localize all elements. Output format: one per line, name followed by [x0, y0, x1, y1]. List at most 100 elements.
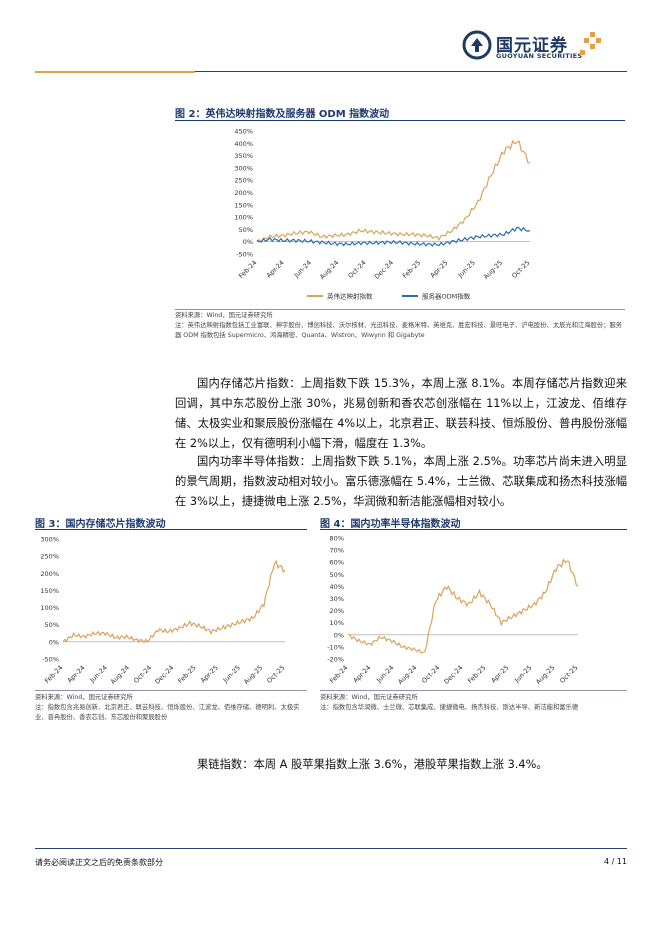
- x-tick-label: Oct-25: [265, 664, 286, 685]
- x-tick-label: Apr-24: [265, 259, 286, 280]
- y-tick-label: 60%: [330, 559, 344, 567]
- x-tick-label: Aug-25: [534, 664, 556, 686]
- y-tick-label: 80%: [330, 535, 344, 543]
- x-tick-label: Apr-25: [490, 664, 511, 685]
- x-tick-label: Oct-24: [132, 664, 153, 685]
- figure4-bottom-rule: [320, 690, 627, 691]
- x-tick-label: Dec-24: [442, 664, 464, 686]
- y-tick-label: 70%: [330, 547, 344, 555]
- y-tick-label: 0%: [243, 238, 253, 246]
- figure4-rule: [320, 529, 627, 530]
- x-tick-label: Dec-24: [373, 259, 395, 281]
- y-tick-label: 50%: [330, 571, 344, 579]
- footer-rule: [35, 848, 627, 849]
- x-tick-label: Jun-25: [456, 259, 477, 280]
- page-number: 4 / 11: [603, 857, 627, 866]
- x-tick-label: Apr-24: [66, 664, 87, 685]
- y-tick-label: 50%: [45, 621, 59, 629]
- x-tick-label: Oct-25: [558, 664, 579, 685]
- x-tick-label: Oct-24: [420, 664, 441, 685]
- y-tick-label: 300%: [40, 536, 59, 544]
- y-tick-label: 40%: [330, 583, 344, 591]
- figure3-rule: [35, 529, 307, 530]
- y-tick-label: 250%: [40, 553, 59, 561]
- y-tick-label: -10%: [327, 643, 344, 651]
- x-tick-label: Feb-25: [401, 259, 422, 280]
- series-line-1: [62, 559, 286, 644]
- figure4-note: 注：指数包含华润微、士兰微、芯联集成、捷捷微电、扬杰科技、斯达半导、新洁能和富乐…: [320, 704, 579, 711]
- y-tick-label: 100%: [40, 604, 59, 612]
- x-tick-label: Aug-24: [396, 664, 418, 686]
- x-tick-label: Feb-24: [328, 664, 349, 685]
- y-tick-label: 450%: [234, 128, 253, 136]
- logo-text-en: GUOYUAN SECURITIES: [496, 52, 583, 60]
- y-tick-label: 300%: [234, 164, 253, 172]
- x-tick-label: Aug-25: [242, 664, 264, 686]
- y-tick-label: 400%: [234, 140, 253, 148]
- logo-squares-icon: [580, 32, 601, 55]
- legend-label-2: 服务器ODM指数: [422, 292, 471, 301]
- logo: 国元证券 GUOYUAN SECURITIES: [462, 30, 607, 64]
- y-tick-label: -50%: [236, 251, 253, 259]
- legend-label-1: 英伟达映射指数: [327, 292, 373, 301]
- x-tick-label: Apr-25: [429, 259, 450, 280]
- y-tick-label: 250%: [234, 177, 253, 185]
- series-line-1: [256, 139, 531, 243]
- paragraph-power: 国内功率半导体指数：上周指数下跌 5.1%，本周上涨 2.5%。功率芯片尚未进入…: [175, 455, 627, 508]
- x-tick-label: Feb-25: [176, 664, 197, 685]
- y-tick-label: 150%: [40, 587, 59, 595]
- figure4-source: 资料来源：Wind，国元证券研究所: [320, 694, 418, 701]
- y-tick-label: 20%: [330, 607, 344, 615]
- x-tick-label: Aug-24: [109, 664, 131, 686]
- header-rule: [35, 71, 627, 72]
- x-tick-label: Jun-24: [292, 259, 313, 280]
- figure2-title: 图 2：英伟达映射指数及服务器 ODM 指数波动: [175, 109, 390, 120]
- figure4-title: 图 4：国内功率半导体指数波动: [320, 519, 461, 530]
- paragraph-apple: 果链指数：本周 A 股苹果指数上涨 3.6%，港股苹果指数上涨 3.4%。: [197, 758, 548, 771]
- x-tick-label: Oct-24: [347, 259, 368, 280]
- figure3-title: 图 3：国内存储芯片指数波动: [35, 519, 166, 530]
- y-tick-label: 30%: [330, 595, 344, 603]
- x-tick-label: Dec-24: [153, 664, 175, 686]
- figure2-note: 注：英伟达映射指数包括工业富联、神宇股份、博创科技、沃尔核材、光迅科技、麦格米特…: [175, 322, 623, 339]
- y-tick-label: 100%: [234, 214, 253, 222]
- x-tick-label: Jun-24: [374, 664, 395, 685]
- x-tick-label: Apr-25: [199, 664, 220, 685]
- figure4-chart: -20% -10% 0% 10% 20% 30% 40% 50% 60% 70% 80% Feb-24…: [327, 535, 579, 686]
- logo-emblem-icon: [462, 30, 492, 60]
- y-tick-label: 10%: [330, 619, 344, 627]
- x-tick-label: Aug-24: [318, 259, 340, 281]
- figure2-chart: -50% 0% 50% 100% 150% 200% 250% 300% 350% 400% 450…: [234, 128, 531, 301]
- y-tick-label: 50%: [239, 226, 253, 234]
- x-tick-label: Feb-24: [237, 259, 258, 280]
- y-tick-label: 0%: [49, 638, 59, 646]
- series-line-1: [347, 558, 579, 654]
- y-tick-label: 200%: [234, 189, 253, 197]
- y-tick-label: -20%: [327, 656, 344, 664]
- y-tick-label: 0%: [334, 631, 344, 639]
- x-tick-label: Jun-24: [88, 664, 109, 685]
- figure3-source: 资料来源：Wind，国元证券研究所: [35, 694, 133, 701]
- y-tick-label: 350%: [234, 152, 253, 160]
- y-tick-label: -50%: [42, 656, 59, 664]
- figure2-rule: [175, 120, 625, 121]
- y-tick-label: 200%: [40, 570, 59, 578]
- x-tick-label: Aug-25: [482, 259, 504, 281]
- x-tick-label: Oct-25: [510, 259, 531, 280]
- header-accent: [35, 71, 195, 73]
- x-tick-label: Feb-24: [43, 664, 64, 685]
- footer-disclaimer: 请务必阅读正文之后的免责条款部分: [35, 858, 163, 867]
- x-tick-label: Feb-25: [466, 664, 487, 685]
- figure2-bottom-rule: [175, 309, 625, 310]
- paragraph-storage: 国内存储芯片指数：上周指数下跌 15.3%，本周上涨 8.1%。本周存储芯片指数…: [175, 377, 627, 450]
- x-tick-label: Jun-25: [512, 664, 533, 685]
- x-tick-label: Jun-25: [221, 664, 242, 685]
- logo-text-cn: 国元证券: [496, 36, 568, 56]
- y-tick-label: 150%: [234, 201, 253, 209]
- figure3-bottom-rule: [35, 690, 307, 691]
- figure2-source: 资料来源：Wind，国元证券研究所: [175, 312, 273, 319]
- figure3-chart: -50%0%50%100%150%200%250%300%Feb-24 Apr-2…: [40, 536, 286, 686]
- x-tick-label: Apr-24: [352, 664, 373, 685]
- figure3-note: 注：指数包含兆易创新、北京君正、联芸科技、恒烁股份、江波龙、佰维存储、德明利、太…: [35, 704, 300, 721]
- series-line-2: [256, 226, 531, 247]
